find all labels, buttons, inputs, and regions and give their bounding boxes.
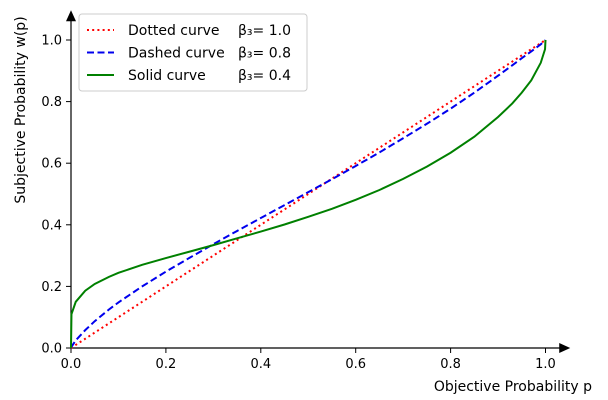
legend-entry-beta: β₃= 0.4 [238, 68, 291, 84]
x-axis-label: Objective Probability p [434, 379, 592, 395]
axes [66, 10, 571, 353]
x-tick-label: 0.8 [440, 357, 461, 372]
x-tick-label: 1.0 [535, 357, 556, 372]
series [70, 39, 547, 349]
series-line-dashed [70, 39, 547, 349]
legend-entry-beta: β₃= 0.8 [238, 46, 291, 62]
legend-frame [78, 13, 308, 92]
x-tick-label: 0.2 [156, 357, 177, 372]
legend-entry-name: Dotted curve [128, 23, 220, 39]
y-tick-label: 0.8 [41, 95, 62, 110]
y-tick-label: 0.4 [41, 218, 62, 233]
y-axis-label: Subjective Probability w(p) [13, 16, 29, 203]
y-tick-label: 0.0 [41, 342, 62, 357]
y-tick-label: 0.6 [41, 157, 62, 172]
series-line-solid [70, 39, 547, 349]
x-tick-label: 0.0 [61, 357, 82, 372]
ticks: 0.0 0.2 0.4 0.6 0.8 1.0 0.0 0.2 0.4 0.6 0.8 1.0 [41, 34, 556, 373]
y-axis-arrow [66, 10, 76, 22]
legend-entry-beta: β₃= 1.0 [238, 23, 291, 39]
x-axis-arrow [559, 343, 571, 353]
x-tick-label: 0.6 [345, 357, 366, 372]
legend-entry-name: Solid curve [128, 68, 206, 84]
x-tick-label: 0.4 [250, 357, 271, 372]
y-tick-label: 0.2 [41, 280, 62, 295]
legend: Dotted curve β₃= 1.0 Dashed curve β₃= 0.8 So… [78, 13, 308, 92]
y-tick-label: 1.0 [41, 34, 62, 49]
legend-entry-name: Dashed curve [128, 46, 225, 62]
